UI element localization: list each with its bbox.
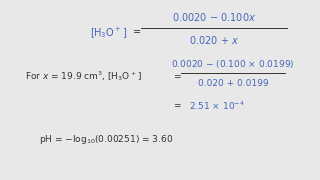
Text: 0.0020 $-$ 0.100$x$: 0.0020 $-$ 0.100$x$ (172, 11, 256, 23)
Text: [H$_3$O$^+$]: [H$_3$O$^+$] (90, 25, 127, 40)
Text: For $x$ = 19.9 cm$^3$, [H$_3$O$^+$]: For $x$ = 19.9 cm$^3$, [H$_3$O$^+$] (25, 69, 142, 84)
Text: pH = $-$log$_{10}$(0.00251) = 3.60: pH = $-$log$_{10}$(0.00251) = 3.60 (39, 133, 173, 146)
Text: 0.020 + $x$: 0.020 + $x$ (188, 35, 239, 46)
Text: 2.51 $\times$ 10$^{-4}$: 2.51 $\times$ 10$^{-4}$ (189, 99, 245, 111)
Text: =: = (173, 101, 181, 110)
Text: 0.0020 $-$ (0.100 $\times$ 0.0199): 0.0020 $-$ (0.100 $\times$ 0.0199) (171, 58, 295, 70)
Text: 0.020 + 0.0199: 0.020 + 0.0199 (198, 79, 268, 88)
Text: =: = (173, 72, 181, 81)
Text: =: = (132, 27, 140, 37)
